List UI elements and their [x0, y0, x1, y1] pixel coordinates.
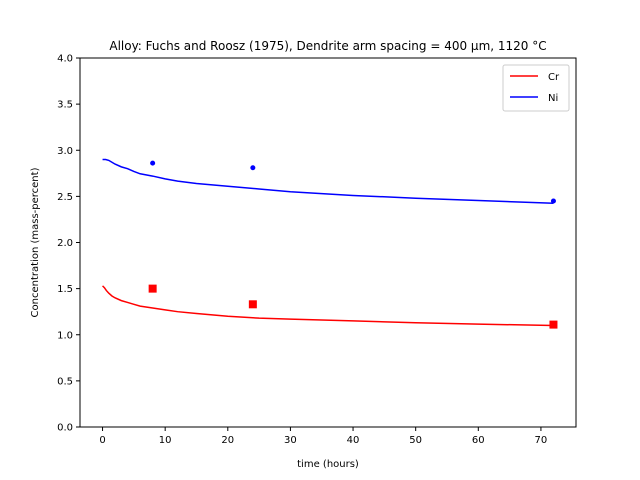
cr-data-point	[248, 300, 257, 309]
x-tick-label: 30	[284, 435, 297, 446]
y-tick-label: 4.0	[57, 54, 73, 65]
cr-data-point	[148, 284, 157, 293]
x-tick-label: 70	[535, 435, 548, 446]
y-axis-label: Concentration (mass-percent)	[30, 167, 41, 317]
y-axis: 0.0 0.5 1.0 1.5 2.0 2.5 3.0 3.5 4.0	[57, 54, 80, 434]
chart-title: Alloy: Fuchs and Roosz (1975), Dendrite …	[109, 39, 546, 53]
x-axis-label: time (hours)	[297, 459, 359, 470]
legend-cr-label: Cr	[548, 72, 560, 83]
ni-series-line	[102, 158, 554, 205]
legend-box	[502, 64, 570, 112]
x-tick-label: 40	[347, 435, 360, 446]
y-tick-label: 3.5	[57, 100, 73, 111]
ni-data-point	[250, 165, 256, 171]
y-tick-label: 3.0	[57, 146, 73, 157]
y-tick-label: 0.5	[57, 376, 73, 387]
y-tick-label: 2.0	[57, 238, 73, 249]
y-tick-label: 1.5	[57, 284, 73, 295]
x-tick-label: 20	[221, 435, 234, 446]
x-tick-label: 50	[409, 435, 422, 446]
x-tick-label: 10	[159, 435, 172, 446]
x-tick-label: 0	[99, 435, 105, 446]
cr-series-line	[102, 285, 554, 327]
x-tick-label: 60	[472, 435, 485, 446]
plot-area	[79, 57, 577, 428]
y-tick-label: 0.0	[57, 423, 73, 434]
x-axis: 0 10 20 30 40 50 60 70	[99, 427, 547, 446]
ni-line-path	[102, 158, 554, 205]
cr-line-path	[102, 285, 554, 327]
ni-data-point	[150, 160, 156, 166]
legend: Cr Ni	[502, 64, 570, 112]
legend-ni-label: Ni	[548, 93, 558, 104]
y-tick-label: 2.5	[57, 192, 73, 203]
ni-data-point	[550, 198, 556, 204]
cr-data-point	[549, 320, 558, 329]
experimental-points	[148, 160, 558, 329]
y-tick-label: 1.0	[57, 330, 73, 341]
plot-frame	[79, 57, 577, 428]
